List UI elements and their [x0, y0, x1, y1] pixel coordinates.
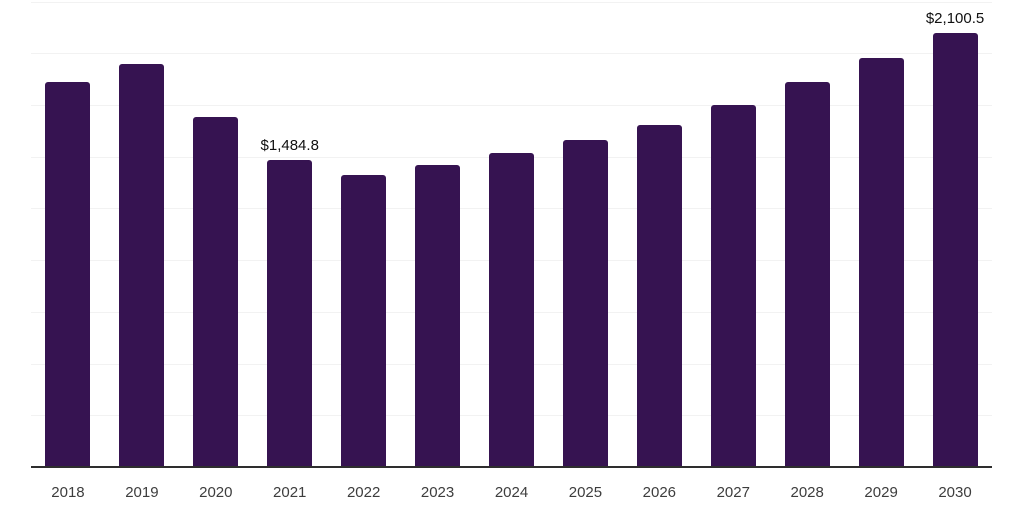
bar-2025	[562, 139, 608, 467]
gridline-2250	[31, 1, 992, 3]
value-label-2030: $2,100.5	[925, 9, 985, 27]
x-tick-label-2018: 2018	[51, 484, 85, 501]
bar-2019	[119, 63, 165, 467]
bar-2027	[710, 104, 756, 467]
bar-2021	[267, 159, 313, 467]
x-tick-label-2020: 2020	[199, 484, 233, 501]
x-tick-label-2021: 2021	[273, 484, 307, 501]
x-axis-line	[31, 466, 992, 468]
x-tick-label-2026: 2026	[642, 484, 677, 501]
x-tick-label-2019: 2019	[125, 484, 159, 501]
bar-2022	[341, 175, 387, 467]
gridline-1750	[31, 105, 992, 107]
bar-2020	[193, 117, 239, 467]
plot-area: $1,484.8 $2,100.5	[31, 0, 992, 468]
x-tick-label-2025: 2025	[568, 484, 603, 501]
x-tick-label-2024: 2024	[494, 484, 529, 501]
x-tick-label-2030: 2030	[938, 484, 972, 501]
x-tick-label-2029: 2029	[864, 484, 898, 501]
x-tick-label-2028: 2028	[790, 484, 824, 501]
value-label-2021: $1,484.8	[260, 136, 319, 154]
x-tick-label-2023: 2023	[420, 484, 455, 501]
gridline-2000	[31, 53, 992, 55]
bar-2023	[415, 165, 461, 467]
x-tick-label-2022: 2022	[346, 484, 381, 501]
x-axis-labels: 2018 2019 2020 2021 2022 2023 2024 2025 2026 2027…	[31, 483, 992, 505]
x-tick-label-2027: 2027	[716, 484, 750, 501]
bar-2024	[489, 153, 534, 467]
bar-2029	[858, 57, 904, 467]
bar-2026	[636, 124, 682, 467]
bar-2030	[932, 32, 978, 467]
bar-2028	[784, 82, 830, 467]
bar-2018	[45, 81, 91, 467]
